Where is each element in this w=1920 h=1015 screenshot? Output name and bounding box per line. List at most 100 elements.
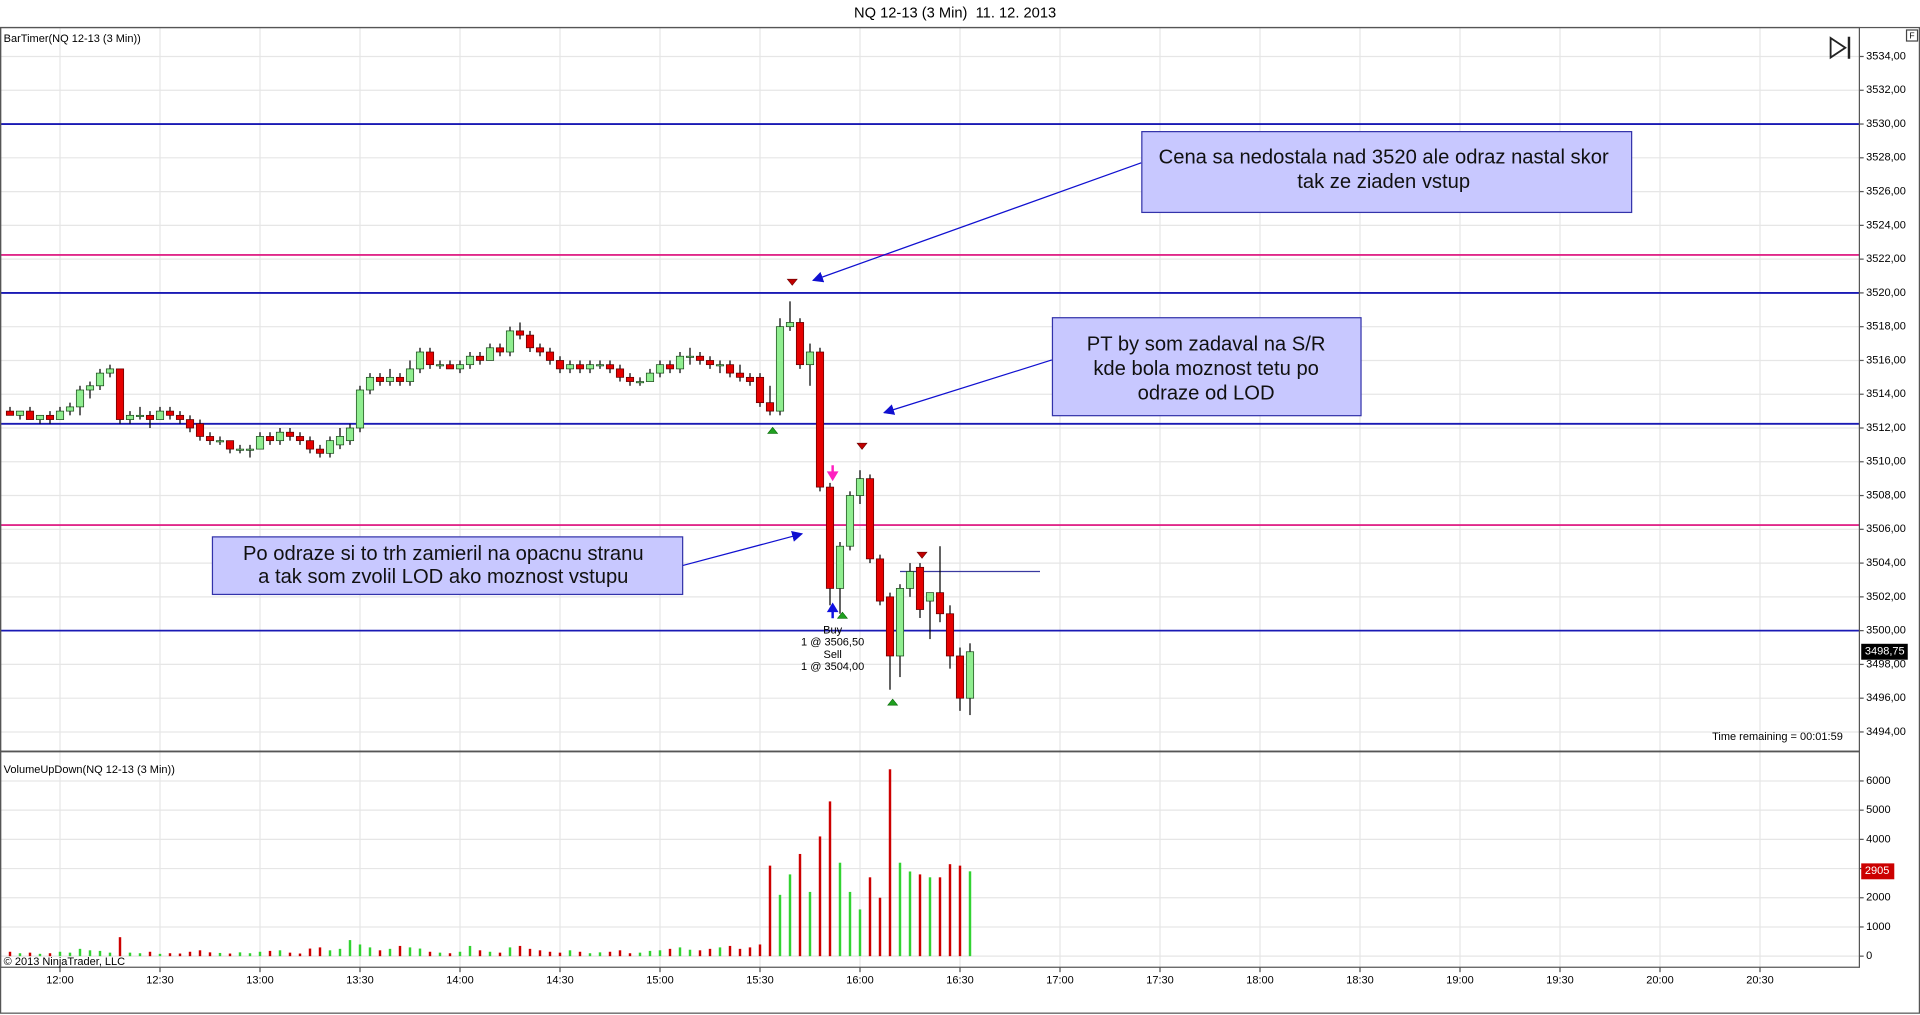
- volume-bar: [848, 891, 852, 957]
- price-panel-label: BarTimer(NQ 12-13 (3 Min)): [4, 33, 141, 45]
- candle-body: [835, 545, 845, 589]
- candle-body: [65, 406, 75, 412]
- volume-bar: [728, 945, 732, 957]
- candle-body: [45, 414, 55, 420]
- candle-body: [515, 330, 525, 336]
- volume-bar: [108, 952, 112, 957]
- volume-bar: [878, 897, 882, 957]
- volume-bar: [798, 853, 802, 957]
- volume-bar: [548, 951, 552, 957]
- candle-body: [135, 414, 145, 417]
- volume-bar: [678, 947, 682, 957]
- volume-bar: [138, 953, 142, 957]
- y-tick-label: 3500,00: [1866, 625, 1906, 637]
- y-tick-label: 4000: [1866, 833, 1890, 845]
- candle-body: [775, 326, 785, 412]
- candle-body: [885, 596, 895, 657]
- candle-body: [485, 347, 495, 361]
- candle-body: [105, 368, 115, 374]
- volume-bar: [918, 874, 922, 957]
- skip-end-icon[interactable]: [1829, 36, 1851, 60]
- volume-bar: [238, 952, 242, 957]
- candle-body: [785, 322, 795, 328]
- candle-body: [125, 414, 135, 420]
- candle-body: [305, 440, 315, 450]
- volume-bar: [58, 951, 62, 957]
- x-tick-label: 19:30: [1546, 975, 1574, 987]
- last-volume-label: 2905: [1865, 865, 1889, 877]
- candle-body: [815, 351, 825, 488]
- volume-bar: [198, 950, 202, 957]
- annotation-text: tak ze ziaden vstup: [1297, 171, 1470, 193]
- volume-bar: [838, 862, 842, 957]
- y-tick-label: 3512,00: [1866, 422, 1906, 434]
- candle-body: [315, 448, 325, 454]
- candle-body: [585, 364, 595, 370]
- volume-bar: [418, 948, 422, 957]
- y-tick-label: 3522,00: [1866, 253, 1906, 265]
- candle-body: [575, 364, 585, 370]
- volume-bar: [158, 953, 162, 957]
- window-frame: [0, 26, 1920, 1014]
- f-button[interactable]: F: [1905, 29, 1919, 42]
- candle-body: [285, 431, 295, 437]
- f-button-label[interactable]: F: [1909, 30, 1914, 40]
- candle-body: [405, 368, 415, 382]
- candle-body: [915, 566, 925, 610]
- candle-body: [445, 364, 455, 370]
- volume-bar: [828, 801, 832, 957]
- volume-bar: [188, 951, 192, 957]
- time-remaining: Time remaining = 00:01:59: [1712, 731, 1843, 743]
- volume-bar: [228, 953, 232, 957]
- annotation-text: a tak som zvolil LOD ako moznost vstupu: [258, 566, 628, 588]
- x-tick-label: 20:00: [1646, 975, 1674, 987]
- volume-bar: [428, 951, 432, 957]
- volume-bar: [718, 947, 722, 957]
- volume-bar: [688, 949, 692, 957]
- volume-bar: [8, 951, 12, 957]
- y-tick-label: 3494,00: [1866, 726, 1906, 738]
- annotation-arrow: [681, 531, 804, 567]
- volume-bar: [908, 871, 912, 957]
- candle-body: [925, 592, 935, 602]
- annotation-text: PT by som zadaval na S/R: [1087, 334, 1326, 356]
- volume-bar: [368, 947, 372, 957]
- y-tick-label: 3516,00: [1866, 354, 1906, 366]
- candle-body: [805, 351, 815, 366]
- volume-bar: [168, 953, 172, 957]
- candle-body: [565, 364, 575, 370]
- candle-body: [145, 414, 155, 420]
- f-button-frame[interactable]: [1905, 29, 1919, 42]
- candle-body: [95, 372, 105, 387]
- candle-body: [335, 436, 345, 446]
- trade-label: 1 @ 3506,50: [801, 637, 864, 649]
- volume-bar: [708, 948, 712, 957]
- candle-body: [845, 495, 855, 547]
- candle-body: [535, 347, 545, 353]
- skip-triangle[interactable]: [1829, 36, 1847, 60]
- volume-bar: [258, 951, 262, 957]
- annotation-arrow: [812, 162, 1142, 283]
- candle-body: [235, 448, 245, 451]
- swing-high-marker: [786, 278, 798, 286]
- candle-body: [35, 414, 45, 420]
- volume-bar: [578, 951, 582, 957]
- volume-bar: [508, 947, 512, 957]
- volume-bar: [558, 952, 562, 957]
- volume-bar: [28, 952, 32, 957]
- volume-bar: [98, 950, 102, 957]
- candle-body: [795, 322, 805, 366]
- y-tick-label: 3524,00: [1866, 219, 1906, 231]
- volume-bar: [748, 947, 752, 957]
- x-tick-label: 17:30: [1146, 975, 1174, 987]
- x-tick-label: 13:00: [246, 975, 274, 987]
- candle-body: [5, 410, 15, 416]
- candle-body: [745, 376, 755, 382]
- y-tick-label: 6000: [1866, 775, 1890, 787]
- volume-bar: [388, 948, 392, 957]
- volume-bar: [48, 953, 52, 957]
- swing-low-marker: [887, 698, 899, 706]
- copyright: © 2013 NinjaTrader, LLC: [4, 956, 125, 968]
- volume-bar: [788, 874, 792, 957]
- candle-body: [425, 351, 435, 366]
